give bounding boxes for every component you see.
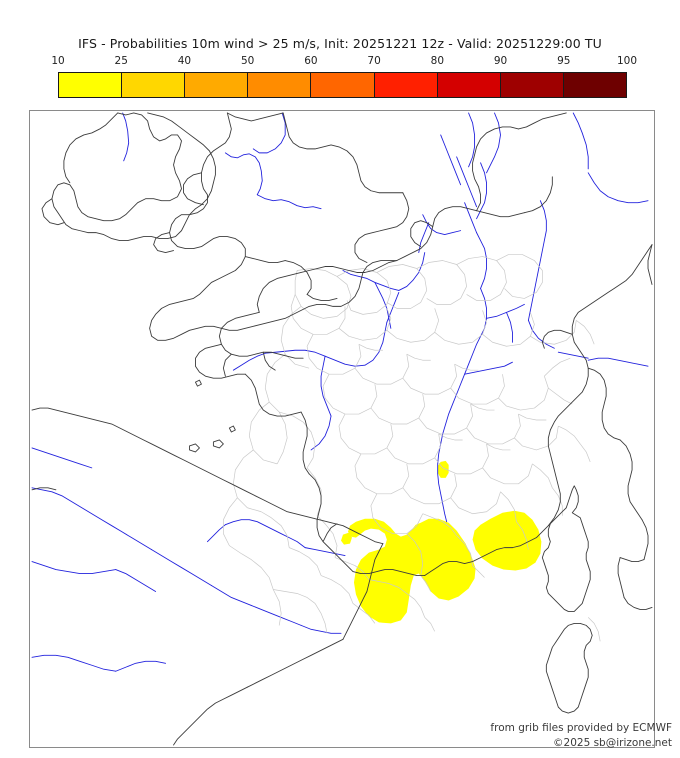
colorbar-tick-10: 10 xyxy=(51,55,65,67)
colorbar-swatch-40-50 xyxy=(185,73,249,97)
admin-boundaries-layer xyxy=(223,254,601,642)
prob-region-border-spur xyxy=(341,532,352,545)
colorbar-swatch-10-25 xyxy=(59,73,123,97)
colorbar-tick-100: 100 xyxy=(616,55,638,67)
colorbar-tick-80: 80 xyxy=(430,55,445,67)
colorbar-tick-90: 90 xyxy=(493,55,508,67)
colorbar-swatch-25-40 xyxy=(122,73,186,97)
coast-sardinia xyxy=(545,622,593,714)
colorbar-swatch-60-70 xyxy=(311,73,375,97)
colorbar-tick-40: 40 xyxy=(177,55,192,67)
border-alps-italy xyxy=(547,244,653,527)
colorbar-tick-70: 70 xyxy=(367,55,381,67)
colorbar-tick-95: 95 xyxy=(557,55,571,67)
coast-spain-north xyxy=(31,407,384,545)
colorbar-tick-labels: 10 25 40 50 60 70 80 90 95 100 xyxy=(51,55,637,71)
colorbar-tick-25: 25 xyxy=(114,55,128,67)
colorbar-swatch-80-90 xyxy=(437,73,501,97)
coast-great-britain xyxy=(149,112,398,341)
colorbar-swatch-95-100 xyxy=(563,73,626,97)
colorbar xyxy=(58,72,627,98)
colorbar-swatch-90-95 xyxy=(500,73,564,97)
colorbar-tick-50: 50 xyxy=(240,55,255,67)
map-frame[interactable] xyxy=(29,110,655,748)
prob-region-languedoc xyxy=(347,518,476,624)
rivers-layer xyxy=(31,112,649,672)
map-canvas xyxy=(31,112,653,746)
coastlines-layer xyxy=(31,112,653,746)
coast-benelux-germany xyxy=(396,206,478,261)
probability-shading-layer xyxy=(341,460,542,624)
prob-region-provence xyxy=(472,510,542,571)
colorbar-swatch-70-80 xyxy=(374,73,438,97)
colorbar-swatch-50-60 xyxy=(248,73,312,97)
colorbar-container: 10 25 40 50 60 70 80 90 95 100 xyxy=(51,55,637,98)
coast-ireland xyxy=(51,112,216,242)
coast-corsica xyxy=(541,485,591,612)
page-title: IFS - Probabilities 10m wind > 25 m/s, I… xyxy=(78,36,602,51)
colorbar-tick-60: 60 xyxy=(304,55,318,67)
coast-france-north xyxy=(256,260,398,313)
